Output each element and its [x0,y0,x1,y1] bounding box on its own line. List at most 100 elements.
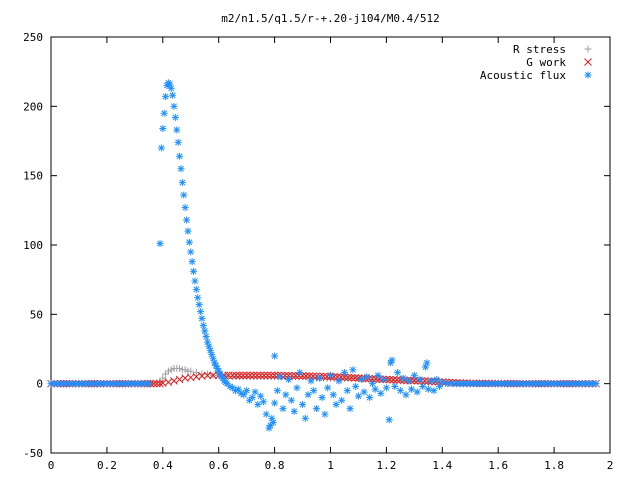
series-acoustic-flux-point [276,373,284,381]
legend-marker [584,58,592,66]
series-acoustic-flux-point [352,382,360,390]
series-acoustic-flux-point [346,405,354,413]
x-tick-label: 1.2 [376,459,396,472]
series-acoustic-flux-point [156,240,164,248]
series-acoustic-flux-point [162,93,170,101]
series-g-work-point [209,371,217,380]
series-acoustic-flux-point [271,352,279,360]
x-tick-labels: 0 0.2 0.4 0.6 0.8 1 1.2 1.4 1.6 1.8 2 [48,459,614,472]
series-acoustic-flux-point [301,414,309,422]
series-acoustic-flux-point [157,144,165,152]
series-acoustic-flux-point [374,371,382,379]
series-acoustic-flux-point [201,327,209,335]
series-acoustic-flux-point [307,377,315,385]
series-acoustic-flux-point [366,394,374,402]
series-acoustic-flux-point [192,285,200,293]
series-acoustic-flux-point [170,102,178,110]
legend-label: R stress [513,43,566,56]
legend-marker [584,71,592,79]
series-acoustic-flux-point [313,405,321,413]
x-tick-label: 1.8 [544,459,564,472]
series-acoustic-flux-point [340,369,348,377]
x-tick-label: 0.8 [265,459,285,472]
series-acoustic-flux-point [197,308,205,316]
series-acoustic-flux-point [285,376,293,384]
series-acoustic-flux-point [259,398,267,406]
series-acoustic-flux-point [380,376,388,384]
x-tick-label: 1.4 [432,459,452,472]
series-g-work-point [386,375,394,384]
y-tick-label: 200 [23,100,43,113]
series-acoustic-flux-point [424,385,432,393]
y-tick-label: 50 [30,308,43,321]
series-acoustic-flux-point [188,258,196,266]
series-acoustic-flux-point [177,165,185,173]
series-acoustic-flux-point [181,204,189,212]
x-tick-label: 0.4 [153,459,173,472]
series-acoustic-flux-point [171,113,179,121]
series-acoustic-flux-point [394,369,402,377]
series-acoustic-flux-point [592,380,600,388]
series-g-work-point [267,371,275,380]
y-tick-label: 250 [23,31,43,44]
series-acoustic-flux-point [254,400,262,408]
series-acoustic-flux-point [399,374,407,382]
series-g-work-point [284,371,293,380]
series-acoustic-flux-point [287,396,295,404]
series-acoustic-flux-point [349,366,357,374]
series-g-work-point [232,371,241,380]
series-g-work-point [242,371,251,380]
y-tick-label: 0 [36,378,43,391]
series-g-work-point [305,372,314,380]
series-g-work-point [393,376,401,384]
legend-label: Acoustic flux [480,69,566,82]
x-tick-label: 2 [607,459,614,472]
x-tick-label: 1.6 [488,459,508,472]
series-g-work-point [316,372,324,381]
series-acoustic-flux-point [335,377,343,385]
series-acoustic-flux-point [269,418,277,426]
series-acoustic-flux-point [402,391,410,399]
series-acoustic-flux-point [315,374,323,382]
series-acoustic-flux-point [187,248,195,256]
series-acoustic-flux-point [178,179,186,187]
series-g-work-point [389,375,398,384]
series-g-work-point [249,371,258,380]
series-acoustic-flux-point [385,416,393,424]
series-acoustic-flux-point [293,384,301,392]
series-acoustic-flux-point [438,378,446,386]
series-acoustic-flux-point [173,126,181,134]
series-acoustic-flux-point [423,359,431,367]
series-acoustic-flux-point [167,84,175,92]
series-acoustic-flux-point [191,277,199,285]
series-acoustic-flux-point [329,391,337,399]
legend-label: G work [526,56,566,69]
axes-layer [50,36,611,454]
series-acoustic-flux-point [391,382,399,390]
series-g-work-point [256,371,265,380]
series-acoustic-flux-point [357,376,365,384]
series-acoustic-flux-point [234,385,242,393]
series-acoustic-flux-point [324,384,332,392]
series-acoustic-flux-point [240,391,248,399]
x-tick-label: 0 [48,459,55,472]
series-acoustic-flux-point [243,387,251,395]
series-acoustic-flux-point [290,407,298,415]
series-acoustic-flux-point [271,399,279,407]
series-acoustic-flux-point [160,109,168,117]
series-acoustic-flux-point [304,391,312,399]
series-acoustic-flux-point [321,410,329,418]
x-tick-label: 0.2 [97,459,117,472]
x-tick-label: 0.6 [209,459,229,472]
data-points [47,79,600,432]
series-acoustic-flux-point [343,387,351,395]
series-acoustic-flux-point [413,388,421,396]
series-g-work-point [347,373,356,382]
series-g-work-point [228,371,237,380]
series-acoustic-flux-point [388,356,396,364]
series-acoustic-flux-point [416,376,424,384]
series-g-work-point [351,374,359,382]
y-tick-label: 100 [23,239,43,252]
series-g-work-point [156,379,164,388]
series-g-work-point [260,371,268,380]
